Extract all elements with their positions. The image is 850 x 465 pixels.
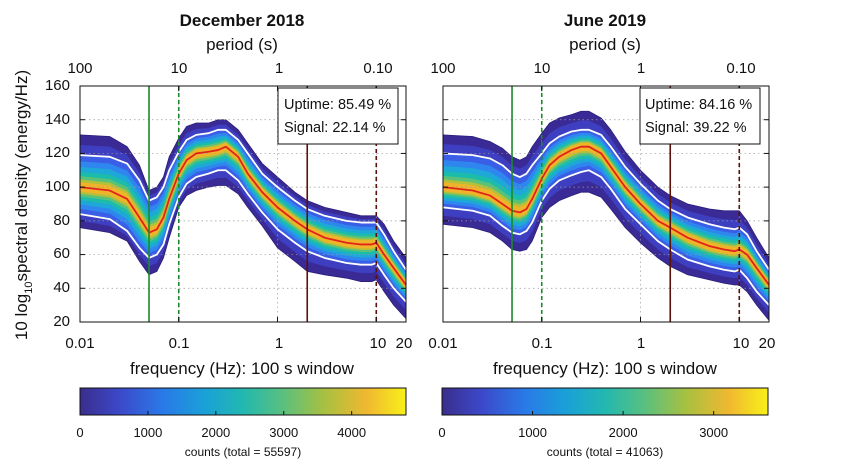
x-tick-label: 0.1 <box>532 335 553 352</box>
upper-percentile-curve <box>442 128 770 271</box>
top-tick-label: 0.10 <box>363 60 392 77</box>
panel-june-2019: June 2019 period (s) 100 10 1 0.10 0.01 … <box>428 11 775 459</box>
x-axis-label: frequency (Hz): 100 s window <box>130 359 355 378</box>
x-tick-label: 1 <box>275 335 283 352</box>
panel-title: December 2018 <box>180 11 305 30</box>
top-tick-labels: 100 10 1 0.10 <box>430 60 755 77</box>
colorbar-label: counts (total = 41063) <box>547 445 663 459</box>
uptime-text: Uptime: 85.49 % <box>284 97 391 113</box>
colorbar-tick-label: 0 <box>438 425 445 440</box>
psd-density-band <box>443 138 769 296</box>
x-tick-label: 20 <box>396 335 413 352</box>
y-tick-labels: 20 40 60 80 100 120 140 160 <box>45 77 70 330</box>
y-tick-label: 140 <box>45 111 70 128</box>
colorbar-tick-label: 3000 <box>699 425 728 440</box>
psd-density-band <box>80 124 406 311</box>
colorbar-tick-label: 2000 <box>609 425 638 440</box>
y-tick-label: 100 <box>45 178 70 195</box>
median-curve <box>442 145 770 286</box>
x-tick-labels: 0.01 0.1 1 10 20 <box>65 335 412 352</box>
top-tick-label: 1 <box>637 60 645 77</box>
y-axis-label: 10 log10spectral density (energy/Hz) <box>12 70 35 340</box>
top-tick-label: 0.10 <box>726 60 755 77</box>
x-tick-label: 10 <box>733 335 750 352</box>
colorbar-tick-label: 3000 <box>269 425 298 440</box>
median-curve <box>79 145 407 286</box>
y-tick-label: 160 <box>45 77 70 94</box>
top-axis-label: period (s) <box>206 35 278 54</box>
top-tick-label: 100 <box>67 60 92 77</box>
colorbar-tick-label: 0 <box>76 425 83 440</box>
y-tick-label: 80 <box>53 212 70 229</box>
signal-text: Signal: 39.22 % <box>645 120 747 136</box>
top-tick-label: 1 <box>275 60 283 77</box>
x-tick-labels: 0.01 0.1 1 10 20 <box>428 335 775 352</box>
y-tick-label: 120 <box>45 144 70 161</box>
top-tick-label: 10 <box>171 60 188 77</box>
x-tick-label: 0.01 <box>428 335 457 352</box>
x-tick-label: 0.01 <box>65 335 94 352</box>
panel-december-2018: December 2018 period (s) 100 10 1 0.10 1… <box>12 11 412 459</box>
x-axis-label: frequency (Hz): 100 s window <box>493 359 718 378</box>
stats-box: Uptime: 85.49 % Signal: 22.14 % <box>277 87 399 145</box>
y-tick-label: 60 <box>53 245 70 262</box>
colorbar-gradient <box>79 387 407 416</box>
colorbar-tick-label: 1000 <box>133 425 162 440</box>
colorbar-tick-label: 2000 <box>201 425 230 440</box>
axes-frame <box>442 85 770 323</box>
x-tick-label: 10 <box>370 335 387 352</box>
colorbar-tick-label: 1000 <box>518 425 547 440</box>
panel-title: June 2019 <box>564 11 646 30</box>
x-tick-label: 1 <box>637 335 645 352</box>
lower-percentile-curve <box>79 169 407 303</box>
top-tick-label: 100 <box>430 60 455 77</box>
axes-frame <box>79 85 407 323</box>
colorbar-gradient <box>441 387 769 416</box>
plot-area <box>442 85 770 323</box>
x-tick-label: 0.1 <box>169 335 190 352</box>
stats-box: Uptime: 84.16 % Signal: 39.22 % <box>639 87 761 145</box>
y-tick-label: 20 <box>53 313 70 330</box>
upper-percentile-curve <box>79 128 407 271</box>
colorbar: 0 1000 2000 3000 4000 <box>76 387 407 440</box>
top-tick-label: 10 <box>534 60 551 77</box>
lower-percentile-curve <box>442 169 770 306</box>
signal-text: Signal: 22.14 % <box>284 120 386 136</box>
top-tick-labels: 100 10 1 0.10 <box>67 60 392 77</box>
top-axis-label: period (s) <box>569 35 641 54</box>
y-tick-label: 40 <box>53 279 70 296</box>
uptime-text: Uptime: 84.16 % <box>645 97 752 113</box>
colorbar-tick-label: 4000 <box>337 425 366 440</box>
x-tick-label: 20 <box>759 335 776 352</box>
stats-box-frame <box>639 87 761 145</box>
stats-box-frame <box>277 87 399 145</box>
colorbar: 0 1000 2000 3000 <box>438 387 769 440</box>
psd-density-band <box>443 120 769 313</box>
colorbar-label: counts (total = 55597) <box>185 445 301 459</box>
